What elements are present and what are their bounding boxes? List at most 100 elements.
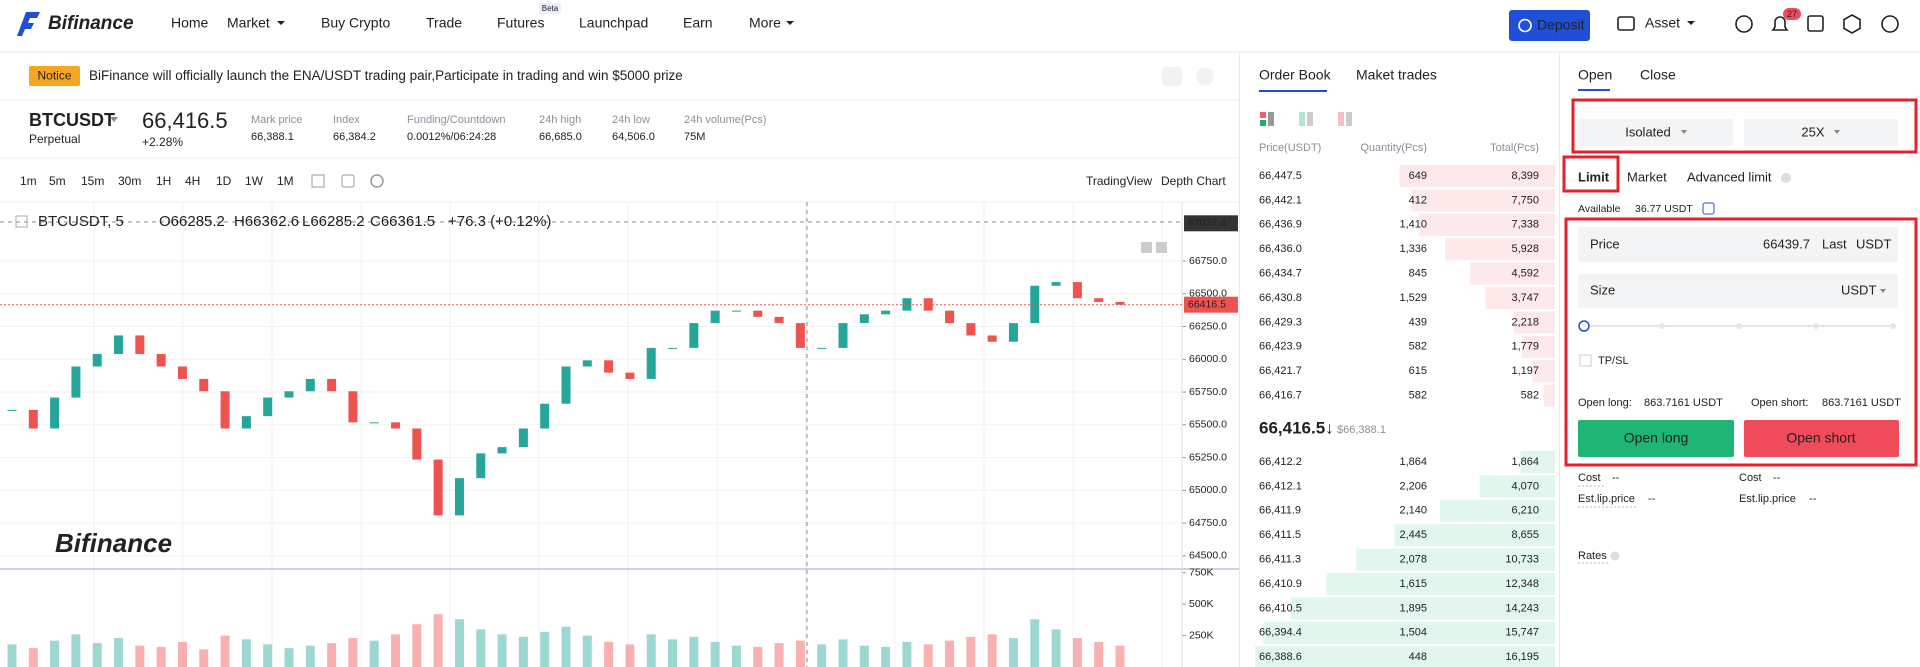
size-slider[interactable] — [1578, 320, 1896, 332]
depth-bar — [1411, 189, 1555, 212]
interval[interactable]: 1D — [216, 174, 232, 188]
asset-label: Asset — [1645, 15, 1680, 31]
interval[interactable]: 1M — [277, 174, 294, 188]
stat-value: 0.0012%/06:24:28 — [407, 131, 496, 143]
book-price[interactable]: 66,429.3 — [1259, 316, 1302, 328]
legend-symbol: BTCUSDT, 5 — [38, 213, 124, 230]
button-bg — [1744, 420, 1899, 457]
nav-item[interactable]: Buy Crypto — [321, 15, 390, 31]
book-price[interactable]: 66,388.6 — [1259, 651, 1302, 663]
volume-bar — [220, 635, 230, 667]
book-price[interactable]: 66,442.1 — [1259, 194, 1302, 206]
interval[interactable]: 1W — [245, 174, 264, 188]
tpsl-checkbox[interactable] — [1579, 354, 1592, 367]
book-price[interactable]: 66,410.5 — [1259, 602, 1302, 614]
slider-handle[interactable] — [1578, 320, 1590, 332]
asset-menu[interactable]: Asset — [1617, 15, 1695, 31]
volume-bar — [50, 640, 60, 667]
nav-item[interactable]: More — [749, 15, 781, 31]
deposit-bg — [1509, 10, 1590, 41]
book-price[interactable]: 66,411.9 — [1259, 505, 1301, 517]
size-input[interactable]: Size USDT — [1578, 274, 1898, 308]
logo[interactable]: Bifinance — [17, 12, 134, 36]
book-price[interactable]: 66,447.5 — [1259, 170, 1302, 182]
book-price[interactable]: 66,416.7 — [1259, 390, 1302, 402]
download-icon[interactable] — [1807, 15, 1824, 32]
order-type-tab[interactable]: Limit — [1578, 169, 1610, 184]
stat-value: 75M — [684, 131, 705, 143]
interval[interactable]: 1H — [156, 174, 171, 188]
book-price[interactable]: 66,410.9 — [1259, 578, 1302, 590]
book-qty: 1,410 — [1399, 219, 1427, 231]
order-type-tab[interactable]: Advanced limit — [1687, 169, 1772, 184]
nav-item[interactable]: Earn — [683, 15, 713, 31]
settings-icon[interactable] — [370, 174, 384, 188]
view-tab[interactable]: TradingView — [1086, 174, 1152, 188]
interval[interactable]: 5m — [49, 174, 66, 188]
theme-icon[interactable] — [1881, 15, 1899, 33]
input-value: 66439.7 — [1763, 236, 1810, 251]
theme-toggle[interactable] — [1196, 67, 1214, 86]
volume-bar — [710, 641, 720, 667]
book-price[interactable]: 66,412.2 — [1259, 456, 1302, 468]
nav-item[interactable]: Launchpad — [579, 15, 648, 31]
bell-icon[interactable] — [1771, 16, 1789, 31]
book-price[interactable]: 66,434.7 — [1259, 268, 1302, 280]
chart-control[interactable] — [1156, 242, 1167, 253]
open-short-button[interactable]: Open short — [1744, 420, 1899, 457]
book-total: 16,195 — [1505, 651, 1539, 663]
book-price[interactable]: 66,411.3 — [1259, 554, 1301, 566]
book-price[interactable]: 66,411.5 — [1259, 529, 1301, 541]
interval[interactable]: 4H — [185, 174, 200, 188]
notice-text[interactable]: BiFinance will officially launch the ENA… — [89, 68, 683, 83]
tab-underline — [1259, 90, 1327, 92]
book-tab[interactable]: Maket trades — [1356, 67, 1437, 83]
contract-type: Perpetual — [29, 132, 80, 146]
deposit-button[interactable]: Deposit — [1509, 10, 1590, 41]
symbol[interactable]: BTCUSDT — [29, 110, 115, 130]
settings-icon[interactable] — [1843, 14, 1861, 34]
book-price[interactable]: 66,430.8 — [1259, 292, 1302, 304]
open-long-button[interactable]: Open long — [1578, 420, 1734, 457]
account-icon[interactable] — [1735, 15, 1753, 33]
book-price[interactable]: 66,421.7 — [1259, 365, 1302, 377]
book-price[interactable]: 66,394.4 — [1259, 627, 1302, 639]
book-price[interactable]: 66,436.9 — [1259, 219, 1302, 231]
interval[interactable]: 1m — [20, 174, 37, 188]
volume-bar — [177, 641, 187, 667]
book-tab[interactable]: Order Book — [1259, 67, 1332, 83]
trade-tab[interactable]: Open — [1578, 67, 1612, 83]
volume-bar — [1030, 619, 1040, 667]
depth-bar — [1445, 238, 1555, 261]
book-view-icons[interactable] — [1260, 112, 1352, 126]
depth-bar — [1439, 499, 1555, 522]
candle — [327, 378, 337, 392]
margin-mode-select[interactable]: Isolated — [1578, 119, 1733, 146]
trade-tab[interactable]: Close — [1640, 67, 1676, 83]
nav-item[interactable]: Home — [171, 15, 209, 31]
nav-item[interactable]: Futures — [497, 15, 544, 31]
candle — [177, 366, 187, 379]
book-price[interactable]: 66,423.9 — [1259, 341, 1302, 353]
book-price[interactable]: 66,436.0 — [1259, 243, 1302, 255]
rates-label[interactable]: Rates — [1578, 550, 1607, 562]
depth-bar — [1522, 335, 1555, 358]
order-type-tab[interactable]: Market — [1627, 169, 1667, 184]
interval[interactable]: 30m — [118, 174, 141, 188]
transfer-icon[interactable] — [1702, 202, 1715, 215]
price-input[interactable]: Price 66439.7 Last USDT — [1578, 227, 1898, 262]
price-ref[interactable]: Last — [1822, 236, 1847, 251]
nav-item[interactable]: Market — [227, 15, 270, 31]
fullscreen-icon[interactable] — [311, 174, 325, 188]
notice-icon[interactable] — [1162, 67, 1182, 86]
interval[interactable]: 15m — [81, 174, 104, 188]
candle — [241, 416, 251, 429]
est-price-value: -- — [1648, 493, 1656, 505]
chart-control[interactable] — [1141, 242, 1152, 253]
nav-item[interactable]: Trade — [426, 15, 462, 31]
indicator-icon[interactable] — [341, 174, 355, 188]
book-price[interactable]: 66,412.1 — [1259, 480, 1302, 492]
candle — [476, 453, 486, 479]
leverage-select[interactable]: 25X — [1744, 119, 1898, 146]
view-tab[interactable]: Depth Chart — [1161, 174, 1226, 188]
